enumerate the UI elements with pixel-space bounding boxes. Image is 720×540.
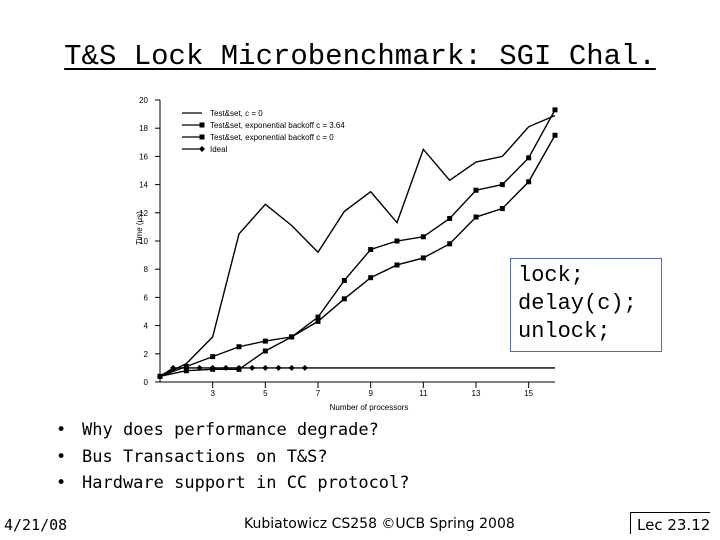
y-tick-label: 4 <box>144 322 149 331</box>
square-marker <box>394 238 400 244</box>
square-marker <box>341 277 347 283</box>
square-marker <box>447 241 453 247</box>
y-tick-label: 14 <box>139 181 148 190</box>
y-tick-label: 20 <box>139 96 148 105</box>
bullet-item: • Why does performance degrade? <box>56 420 410 447</box>
y-axis-label: Time (µs) <box>135 211 144 245</box>
diamond-marker <box>301 364 308 371</box>
legend-label: Test&set, c = 0 <box>210 109 263 118</box>
square-marker <box>289 334 295 340</box>
square-marker <box>368 246 374 252</box>
square-marker <box>236 344 242 350</box>
square-marker <box>526 155 532 161</box>
bullet-text: Bus Transactions on T&S? <box>82 446 328 467</box>
series-0 <box>159 114 556 377</box>
square-marker <box>262 338 268 344</box>
square-marker <box>199 134 205 140</box>
y-tick-label: 2 <box>144 350 149 359</box>
bullet-dot-icon: • <box>56 446 67 467</box>
y-tick-label: 8 <box>144 265 149 274</box>
diamond-marker <box>196 364 203 371</box>
y-tick-label: 12 <box>139 209 148 218</box>
diamond-marker <box>199 146 205 152</box>
square-marker <box>394 262 400 268</box>
legend-label: Ideal <box>210 145 228 154</box>
square-marker <box>499 206 505 212</box>
x-tick-label: 9 <box>368 389 373 398</box>
square-marker <box>447 215 453 221</box>
square-marker <box>341 296 347 302</box>
square-marker <box>420 234 426 240</box>
bullet-dot-icon: • <box>56 473 67 493</box>
bullet-list: • Why does performance degrade? • Bus Tran… <box>56 420 410 500</box>
square-marker <box>420 255 426 261</box>
y-tick-label: 16 <box>139 152 148 161</box>
footer-course: Kubiatowicz CS258 ©UCB Spring 2008 <box>244 516 515 532</box>
square-marker <box>210 354 216 360</box>
bullet-dot-icon: • <box>56 420 67 440</box>
square-marker <box>315 318 321 324</box>
bullet-text: Why does performance degrade? <box>82 420 379 440</box>
square-marker <box>262 348 268 354</box>
bullet-item: • Bus Transactions on T&S? <box>56 447 410 474</box>
code-line-lock: lock; <box>518 263 585 288</box>
legend-label: Test&set, exponential backoff c = 3.64 <box>210 121 345 130</box>
square-marker <box>552 107 558 113</box>
diamond-marker <box>157 373 163 380</box>
square-marker <box>499 182 505 188</box>
code-snippet-box: lock; delay(c); unlock; <box>510 258 662 352</box>
series-3 <box>157 364 555 380</box>
diamond-marker <box>183 364 190 371</box>
chart-legend: Test&set, c = 0 Test&set, exponential bac… <box>182 109 345 154</box>
y-tick-label: 10 <box>139 237 148 246</box>
diamond-marker <box>262 364 269 371</box>
bullet-text: Hardware support in CC protocol? <box>82 473 410 493</box>
legend-label: Test&set, exponential backoff c = 0 <box>210 133 334 142</box>
chart-lines <box>157 107 558 380</box>
diamond-marker <box>170 364 177 371</box>
x-axis-label: Number of processors <box>330 403 409 412</box>
diamond-marker <box>236 364 242 371</box>
diamond-marker <box>288 364 295 371</box>
code-line-unlock: unlock; <box>518 319 611 344</box>
square-marker <box>552 132 558 138</box>
x-tick-label: 7 <box>316 389 321 398</box>
x-tick-label: 11 <box>419 389 428 398</box>
diamond-marker <box>222 364 229 371</box>
series-line <box>159 134 556 378</box>
series-1 <box>157 132 558 379</box>
x-tick-label: 5 <box>263 389 268 398</box>
series-line <box>159 114 556 377</box>
series-line <box>159 109 556 378</box>
slide-title: T&S Lock Microbenchmark: SGI Chal. <box>64 40 656 73</box>
square-marker <box>315 314 321 320</box>
footer-date: 4/21/08 <box>4 516 68 534</box>
footer-lecture-number: Lec 23.12 <box>630 512 711 534</box>
x-tick-label: 3 <box>210 389 215 398</box>
square-marker <box>368 275 374 281</box>
bullet-item: • Hardware support in CC protocol? <box>56 473 410 500</box>
y-tick-label: 6 <box>144 293 149 302</box>
y-tick-label: 18 <box>139 124 148 133</box>
square-marker <box>526 179 532 185</box>
diamond-marker <box>275 364 282 371</box>
square-marker <box>473 187 479 193</box>
square-marker <box>199 122 205 128</box>
diamond-marker <box>249 364 256 371</box>
x-tick-label: 13 <box>472 389 481 398</box>
code-line-delay: delay(c); <box>518 291 637 316</box>
x-tick-label: 15 <box>524 389 533 398</box>
line-chart: 0 2 4 6 8 10 12 14 16 18 20 3 5 7 9 11 13 15 Test&set, c … <box>135 96 558 412</box>
y-tick-label: 0 <box>144 378 149 387</box>
diamond-marker <box>209 364 216 371</box>
square-marker <box>473 214 479 220</box>
chart-axes: 0 2 4 6 8 10 12 14 16 18 20 3 5 7 9 11 13 15 <box>139 96 555 398</box>
